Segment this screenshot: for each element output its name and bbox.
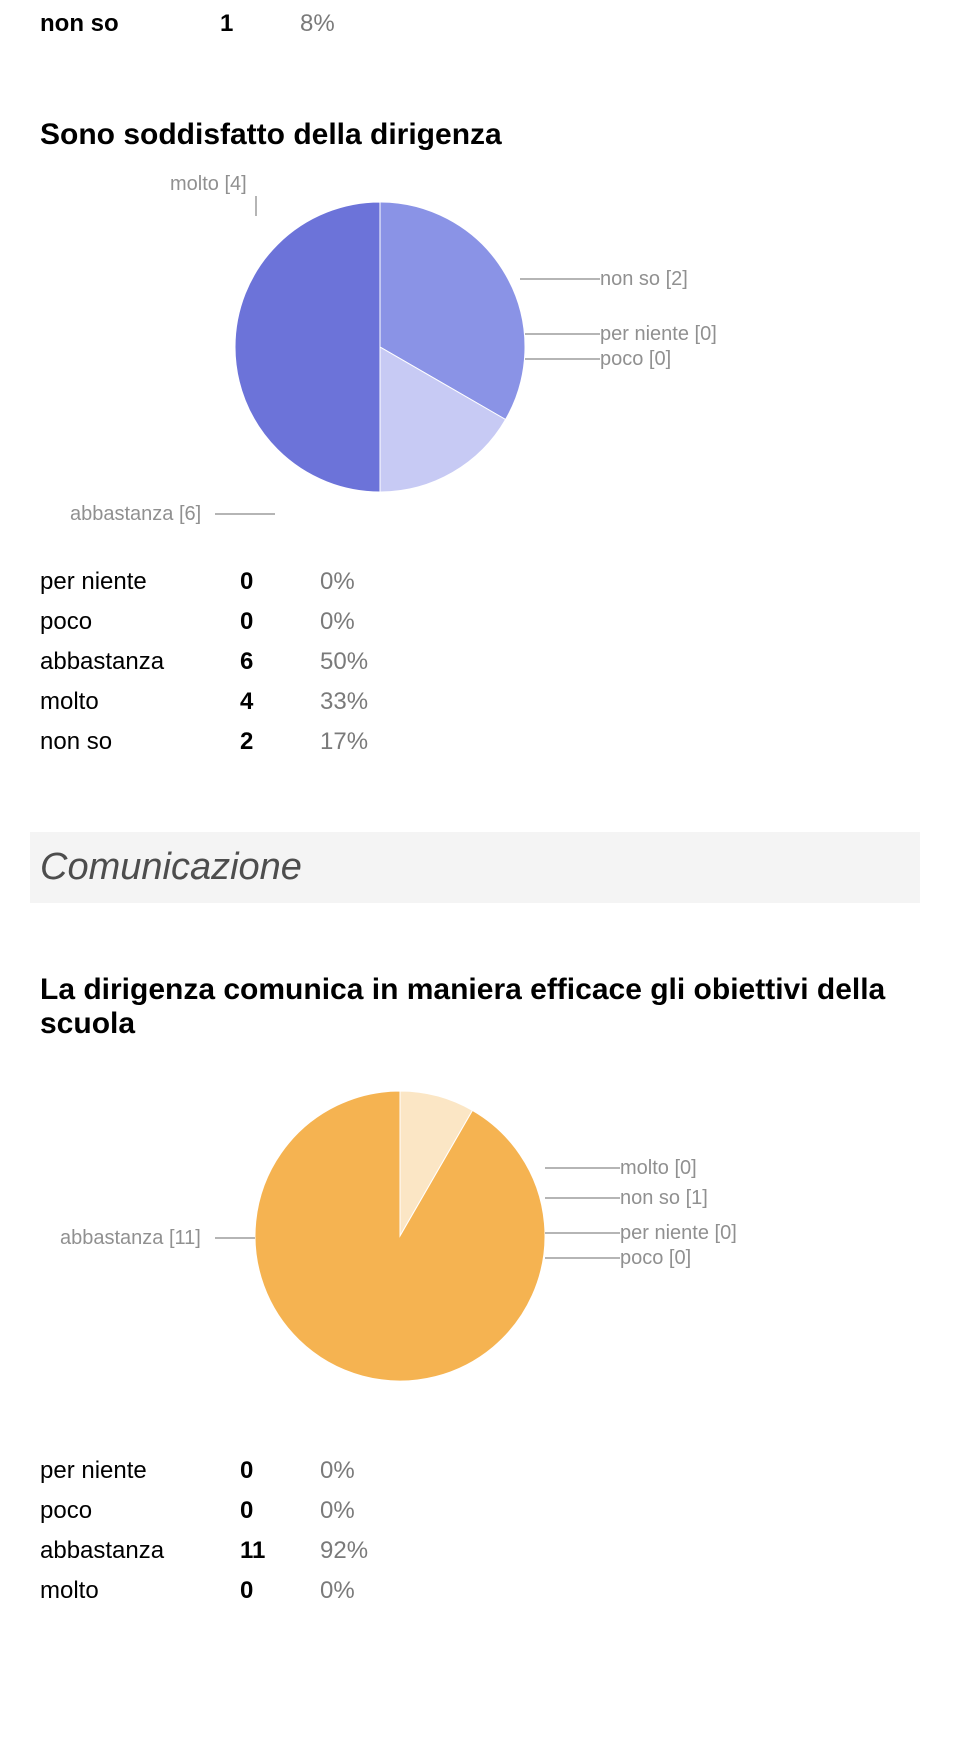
q2-callout-molto: molto [0] [620,1156,697,1180]
q1-callout-abbastanza-text: abbastanza [6] [70,503,201,525]
q1-chart: molto [4] non so [2] per niente [0] poco… [100,172,880,522]
table-row: molto433% [40,682,920,722]
q2-callout-abbastanza-text: abbastanza [11] [60,1227,201,1249]
q1-title: Sono soddisfatto della dirigenza [40,118,920,152]
q1-callout-nonso-text: non so [2] [600,268,688,290]
table-row-label: per niente [40,1457,240,1485]
table-row-pct: 33% [320,688,368,716]
page: non so 1 8% Sono soddisfatto della dirig… [0,0,960,1651]
table-row-label: poco [40,1497,240,1525]
q1-callout-nonso: non so [2] [600,267,688,291]
q1-callout-abbastanza: abbastanza [6] [70,502,201,526]
q2-table: per niente00%poco00%abbastanza1192%molto… [40,1451,920,1611]
q2-callout-molto-text: molto [0] [620,1157,697,1179]
table-row-pct: 50% [320,648,368,676]
table-row: abbastanza650% [40,642,920,682]
table-row-label: abbastanza [40,648,240,676]
table-row: per niente00% [40,1451,920,1491]
table-row-label: abbastanza [40,1537,240,1565]
table-row-label: poco [40,608,240,636]
table-row-count: 11 [240,1537,320,1565]
table-row-pct: 0% [320,608,355,636]
table-row-count: 4 [240,688,320,716]
q2-title: La dirigenza comunica in maniera efficac… [40,973,920,1041]
q1-table: per niente00%poco00%abbastanza650%molto4… [40,562,920,762]
q1-callout-molto: molto [4] [170,172,247,196]
table-row-count: 6 [240,648,320,676]
q1-callout-perniente-text: per niente [0] [600,323,717,345]
q2-callout-perniente: per niente [0] [620,1221,737,1245]
q2-pie [100,1061,880,1411]
table-row-pct: 0% [320,1457,355,1485]
table-row-label: molto [40,1577,240,1605]
table-row-count: 0 [240,608,320,636]
orphan-row: non so 1 8% [40,0,920,48]
q2-callout-abbastanza: abbastanza [11] [60,1226,201,1250]
table-row-label: molto [40,688,240,716]
table-row-count: 0 [240,1497,320,1525]
table-row-count: 0 [240,1457,320,1485]
orphan-row-label: non so [40,10,220,38]
table-row-pct: 0% [320,1577,355,1605]
table-row-count: 2 [240,728,320,756]
orphan-row-pct: 8% [300,10,335,38]
q1-callout-perniente: per niente [0] [600,322,717,346]
orphan-row-count: 1 [220,10,300,38]
table-row-pct: 92% [320,1537,368,1565]
q1-callout-molto-text: molto [4] [170,173,247,195]
table-row: poco00% [40,602,920,642]
q2-callout-nonso: non so [1] [620,1186,708,1210]
q2-callout-poco: poco [0] [620,1246,691,1270]
table-row-pct: 0% [320,568,355,596]
table-row-count: 0 [240,568,320,596]
table-row-label: non so [40,728,240,756]
table-row: per niente00% [40,562,920,602]
section-comunicazione: Comunicazione [30,832,920,903]
table-row-label: per niente [40,568,240,596]
q2-callout-perniente-text: per niente [0] [620,1222,737,1244]
table-row: abbastanza1192% [40,1531,920,1571]
table-row: poco00% [40,1491,920,1531]
q1-callout-poco-text: poco [0] [600,348,671,370]
q1-callout-poco: poco [0] [600,347,671,371]
table-row: molto00% [40,1571,920,1611]
q1-pie [100,172,880,522]
table-row-count: 0 [240,1577,320,1605]
q2-callout-poco-text: poco [0] [620,1247,691,1269]
q2-chart: molto [0] non so [1] per niente [0] poco… [100,1061,880,1411]
table-row: non so217% [40,722,920,762]
table-row-pct: 0% [320,1497,355,1525]
table-row-pct: 17% [320,728,368,756]
q2-callout-nonso-text: non so [1] [620,1187,708,1209]
